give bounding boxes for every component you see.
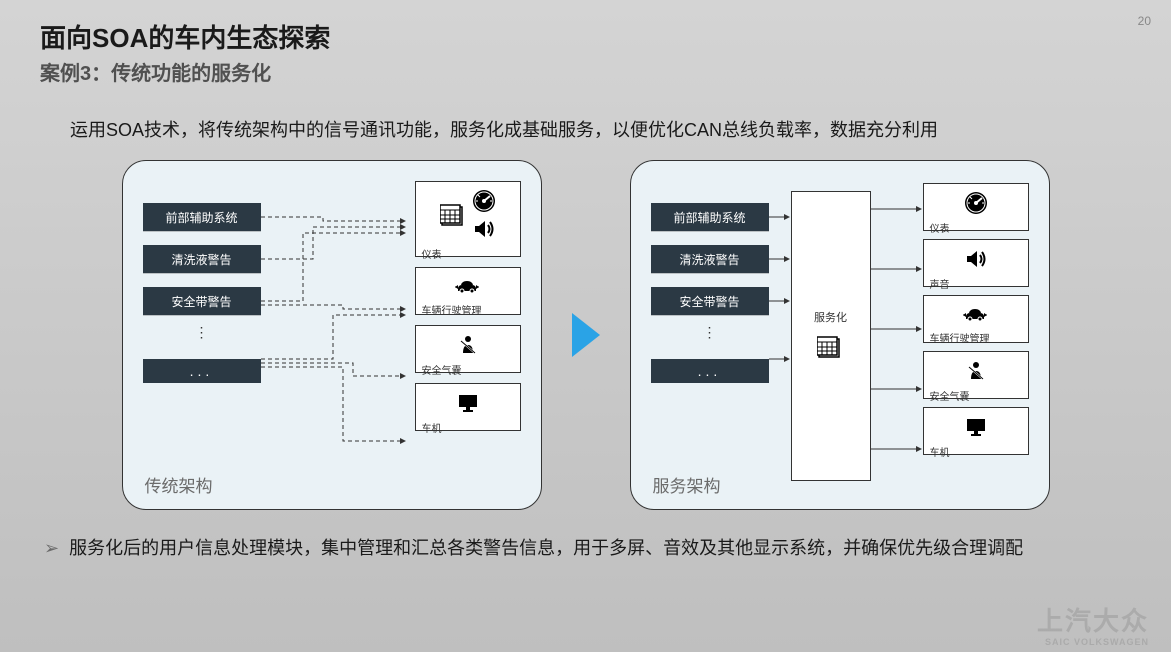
page-number: 20 xyxy=(1138,14,1151,28)
panel-label: 传统架构 xyxy=(145,472,213,497)
source-box: 清洗液警告 xyxy=(143,245,261,273)
monitor-icon xyxy=(964,415,988,439)
transition-arrow-icon xyxy=(572,313,600,357)
source-more-box: ... xyxy=(143,359,261,383)
target-label: 仪表 xyxy=(422,246,442,261)
source-box: 前部辅助系统 xyxy=(143,203,261,231)
slide-header: 面向SOA的车内生态探索 案例3：传统功能的服务化 xyxy=(0,0,1171,86)
source-more-box: ... xyxy=(651,359,769,383)
target-label: 车辆行驶管理 xyxy=(422,302,482,317)
speaker-icon xyxy=(964,247,988,271)
watermark-main: 上汽大众 xyxy=(1037,606,1149,636)
watermark-sub: SAIC VOLKSWAGEN xyxy=(1037,638,1149,646)
gauge-icon xyxy=(472,189,496,213)
slide-title: 面向SOA的车内生态探索 xyxy=(40,18,1131,55)
bullet-text: 服务化后的用户信息处理模块，集中管理和汇总各类警告信息，用于多屏、音效及其他显示… xyxy=(69,538,1023,558)
target-box-sound: 声音 xyxy=(923,239,1029,287)
seatbelt-icon xyxy=(964,359,988,383)
target-column: 仪表 车辆行驶管理 安全气囊 车机 xyxy=(415,181,521,431)
bullet-marker-icon: ➢ xyxy=(44,538,59,558)
target-label: 车辆行驶管理 xyxy=(930,330,990,345)
target-label: 车机 xyxy=(422,420,442,435)
slide-subtitle: 案例3：传统功能的服务化 xyxy=(40,57,1131,86)
target-box-headunit: 车机 xyxy=(923,407,1029,455)
target-box-dashboard: 仪表 xyxy=(923,183,1029,231)
target-label: 车机 xyxy=(930,444,950,459)
monitor-icon xyxy=(456,391,480,415)
target-box-vehicle: 车辆行驶管理 xyxy=(415,267,521,315)
seatbelt-icon xyxy=(456,333,480,357)
brand-watermark: 上汽大众 SAIC VOLKSWAGEN xyxy=(1037,601,1149,646)
panel-service: 前部辅助系统 清洗液警告 安全带警告 ⋮ ... 服务化 仪表 声音 车辆行驶管… xyxy=(630,160,1050,510)
panel-traditional: 前部辅助系统 清洗液警告 安全带警告 ⋮ ... 仪表 车辆行驶管理 xyxy=(122,160,542,510)
target-label: 仪表 xyxy=(930,220,950,235)
panel-label: 服务架构 xyxy=(653,472,721,497)
service-label: 服务化 xyxy=(814,309,847,325)
calendar-icon xyxy=(440,203,464,227)
source-box: 前部辅助系统 xyxy=(651,203,769,231)
source-column: 前部辅助系统 清洗液警告 安全带警告 ⋮ ... xyxy=(143,203,261,383)
source-box: 安全带警告 xyxy=(143,287,261,315)
vdots-icon: ⋮ xyxy=(651,329,769,335)
intro-text: 运用SOA技术，将传统架构中的信号通讯功能，服务化成基础服务，以便优化CAN总线… xyxy=(0,86,1171,152)
target-box-airbag: 安全气囊 xyxy=(923,351,1029,399)
source-column: 前部辅助系统 清洗液警告 安全带警告 ⋮ ... xyxy=(651,203,769,383)
target-label: 安全气囊 xyxy=(422,362,462,377)
bullet-point: ➢ 服务化后的用户信息处理模块，集中管理和汇总各类警告信息，用于多屏、音效及其他显… xyxy=(0,510,1171,560)
target-box-headunit: 车机 xyxy=(415,383,521,431)
vdots-icon: ⋮ xyxy=(143,329,261,335)
source-box: 安全带警告 xyxy=(651,287,769,315)
target-box-vehicle: 车辆行驶管理 xyxy=(923,295,1029,343)
target-box-airbag: 安全气囊 xyxy=(415,325,521,373)
gauge-icon xyxy=(964,191,988,215)
car-icon xyxy=(963,303,989,325)
target-label: 安全气囊 xyxy=(930,388,970,403)
service-middle-box: 服务化 xyxy=(791,191,871,481)
target-label: 声音 xyxy=(930,276,950,291)
target-box-dashboard: 仪表 xyxy=(415,181,521,257)
car-icon xyxy=(455,275,481,297)
calendar-icon xyxy=(817,335,845,363)
target-column: 仪表 声音 车辆行驶管理 安全气囊 车机 xyxy=(923,183,1029,455)
speaker-icon xyxy=(472,217,496,241)
source-box: 清洗液警告 xyxy=(651,245,769,273)
diagram-row: 前部辅助系统 清洗液警告 安全带警告 ⋮ ... 仪表 车辆行驶管理 xyxy=(0,152,1171,510)
